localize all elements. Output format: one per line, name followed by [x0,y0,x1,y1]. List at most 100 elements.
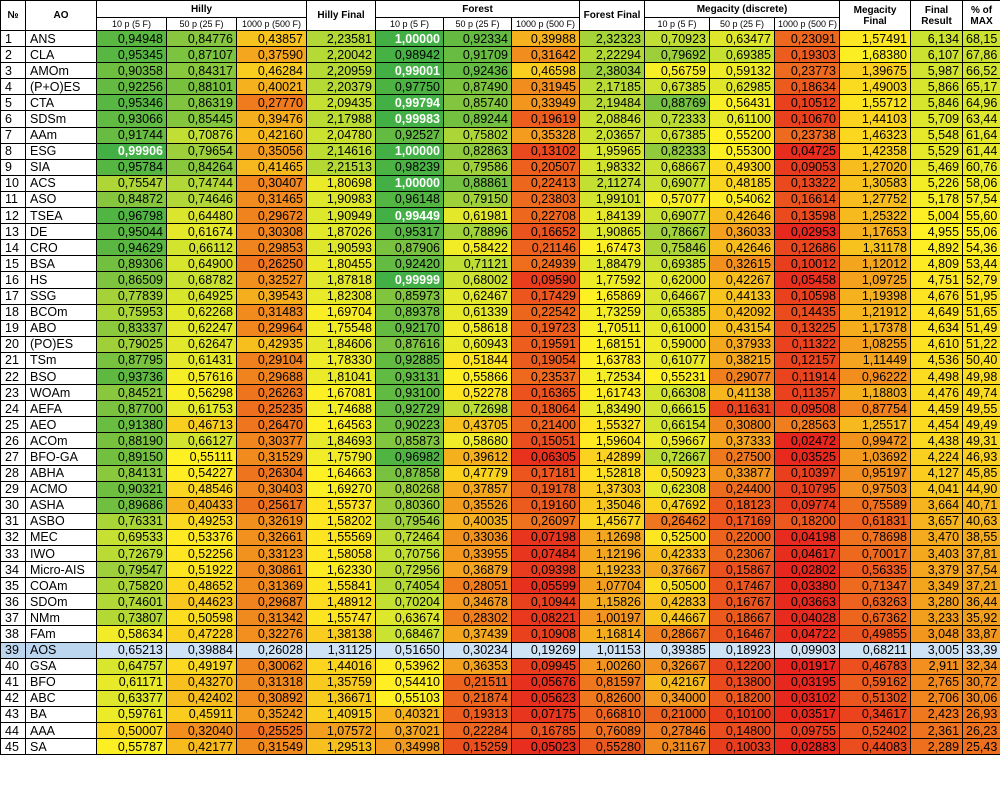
cell-hilly-10: 0,79547 [96,561,167,579]
cell-final-result: 4,041 [910,480,964,498]
cell-forest-final: 1,37303 [579,480,646,498]
cell-forest-50: 0,22284 [443,722,512,740]
cell-ao: BFO [25,673,97,691]
table-row: 27 BFO-GA 0,89150 0,55111 0,31529 1,75790 0,96… [0,448,1000,466]
cell-forest-50: 0,55866 [443,367,512,386]
cell-megacity-50: 0,17467 [709,577,776,595]
table-row: 44 AAA 0,50007 0,32040 0,25525 1,07572 0,37021… [0,722,1000,740]
cell-hilly-10: 0,93066 [96,110,167,128]
cell-hilly-1000: 0,25235 [236,400,307,418]
cell-megacity-50: 0,27500 [709,448,776,466]
cell-forest-10: 0,93131 [375,367,444,386]
cell-pct-max: 66,52 [962,62,1000,80]
cell-forest-50: 0,61339 [443,303,512,321]
table-row: 34 Micro-AIS 0,79547 0,51922 0,30861 1,62330 0… [0,561,1000,579]
cell-hilly-50: 0,56298 [166,384,237,402]
cell-megacity-50: 0,13800 [709,673,776,691]
cell-megacity-1000: 0,02472 [774,432,841,450]
cell-megacity-1000: 0,10795 [774,480,841,498]
cell-forest-final: 2,08846 [579,110,646,128]
cell-pct-max: 40,71 [962,496,1000,514]
cell-megacity-10: 0,78667 [644,223,711,241]
table-row: 17 SSG 0,77839 0,64925 0,39543 1,82308 0,85973… [0,287,1000,305]
cell-final-result: 5,178 [910,190,964,209]
cell-forest-1000: 0,15051 [510,432,581,450]
cell-hilly-final: 1,90949 [306,207,376,225]
cell-forest-50: 0,43705 [443,416,512,434]
cell-megacity-50: 0,11631 [709,400,776,418]
cell-forest-50: 0,82863 [443,142,512,160]
cell-final-result: 3,048 [910,625,964,643]
cell-megacity-50: 0,18123 [709,496,776,514]
table-row: 8 ESG 0,99906 0,79654 0,35056 2,14616 1,00000 0… [0,142,1000,160]
cell-forest-final: 1,70511 [579,319,646,337]
cell-hilly-1000: 0,29672 [236,207,307,225]
table-row: 31 ASBO 0,76331 0,49253 0,32619 1,58202 0,7954… [0,512,1000,530]
cell-hilly-final: 1,58058 [306,544,376,563]
cell-forest-1000: 0,09398 [510,561,581,579]
cell-forest-50: 0,37439 [443,625,512,643]
cell-megacity-10: 0,72333 [644,110,711,128]
cell-no: 45 [0,738,26,756]
cell-hilly-10: 0,74601 [96,593,167,611]
cell-megacity-50: 0,14800 [709,722,776,740]
cell-pct-max: 30,06 [962,689,1000,707]
cell-final-result: 4,498 [910,367,964,386]
cell-megacity-final: 0,87754 [839,400,912,418]
cell-forest-50: 0,58618 [443,319,512,337]
cell-no: 28 [0,464,26,482]
cell-final-result: 5,987 [910,62,964,80]
cell-hilly-1000: 0,40021 [236,78,307,96]
cell-hilly-1000: 0,31529 [236,448,307,466]
cell-forest-final: 2,03657 [579,126,646,144]
cell-final-result: 5,548 [910,126,964,144]
cell-forest-10: 0,72956 [375,561,444,579]
cell-final-result: 4,649 [910,303,964,321]
cell-forest-10: 1,00000 [375,142,444,160]
cell-megacity-10: 0,61000 [644,319,711,337]
table-row: 13 DE 0,95044 0,61674 0,30308 1,87026 0,95317 0… [0,223,1000,241]
cell-forest-final: 1,61743 [579,384,646,402]
cell-forest-10: 0,89378 [375,303,444,321]
cell-megacity-50: 0,48185 [709,174,776,192]
cell-hilly-1000: 0,29104 [236,351,307,369]
cell-forest-50: 0,62467 [443,287,512,305]
cell-forest-1000: 0,22708 [510,207,581,225]
cell-forest-1000: 0,23537 [510,367,581,386]
cell-hilly-final: 1,87026 [306,223,376,241]
cell-megacity-50: 0,22000 [709,528,776,547]
cell-pct-max: 46,93 [962,448,1000,466]
cell-no: 41 [0,673,26,691]
table-row: 40 GSA 0,64757 0,49197 0,30062 1,44016 0,53962… [0,657,1000,675]
cell-hilly-final: 1,90593 [306,239,376,257]
cell-ao: ABC [25,689,97,707]
cell-no: 18 [0,303,26,321]
cell-forest-50: 0,30234 [443,641,512,659]
cell-megacity-final: 1,27020 [839,158,912,176]
sub-header-hilly-1000: 1000 p (500 F) [236,17,307,31]
cell-hilly-1000: 0,46284 [236,62,307,80]
table-row: 1 ANS 0,94948 0,84776 0,43857 2,23581 1,00000 0… [0,29,1000,48]
cell-ao: ACMO [25,480,97,498]
cell-megacity-50: 0,15867 [709,561,776,579]
cell-forest-10: 0,99983 [375,110,444,128]
cell-megacity-10: 0,66154 [644,416,711,434]
cell-no: 27 [0,448,26,466]
cell-hilly-1000: 0,31318 [236,673,307,691]
cell-forest-50: 0,19313 [443,705,512,724]
col-header-forest-final: Forest Final [579,0,646,31]
table-row: 37 NMm 0,73807 0,50598 0,31342 1,55747 0,63674… [0,609,1000,627]
cell-no: 1 [0,29,26,48]
cell-pct-max: 61,64 [962,126,1000,144]
cell-megacity-10: 0,64667 [644,287,711,305]
table-row: 15 BSA 0,89306 0,64900 0,26250 1,80455 0,92420… [0,255,1000,273]
cell-pct-max: 38,55 [962,528,1000,547]
cell-hilly-50: 0,53376 [166,528,237,547]
cell-forest-1000: 0,19054 [510,351,581,369]
cell-hilly-final: 1,74688 [306,400,376,418]
cell-hilly-1000: 0,30407 [236,174,307,192]
col-header-hilly-final: Hilly Final [306,0,376,31]
table-row: 3 AMOm 0,90358 0,84317 0,46284 2,20959 0,99001… [0,62,1000,80]
cell-final-result: 2,361 [910,722,964,740]
cell-megacity-final: 0,52402 [839,722,912,740]
